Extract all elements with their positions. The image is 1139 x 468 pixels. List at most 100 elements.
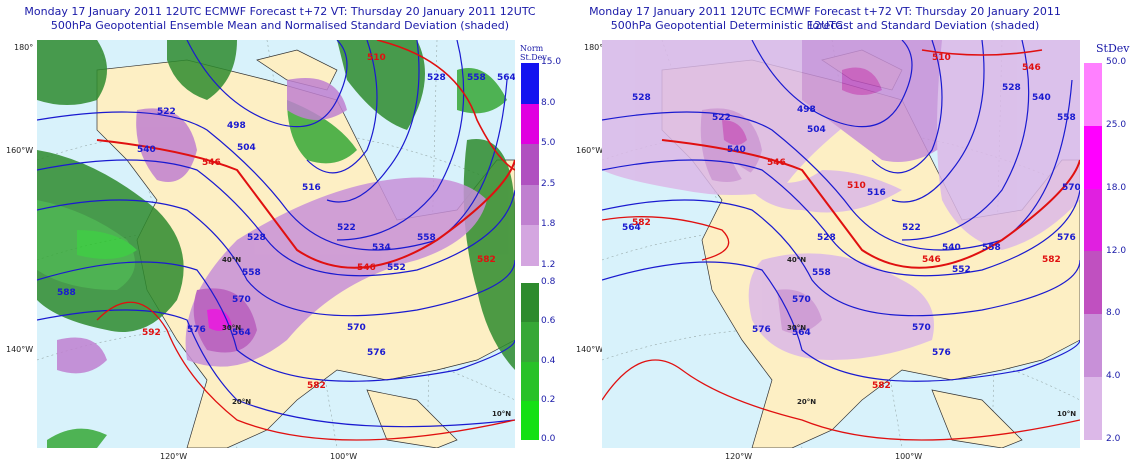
right-map-svg: 522 540 498 504 516 522 540 552 558 528 … bbox=[602, 40, 1080, 448]
lat-10n-right: 10°N bbox=[1057, 410, 1076, 418]
right-cb-tick-5: 4.0 bbox=[1106, 371, 1121, 382]
svg-text:564: 564 bbox=[622, 223, 641, 233]
purple-shading bbox=[57, 78, 488, 374]
svg-text:540: 540 bbox=[942, 243, 961, 253]
svg-text:564: 564 bbox=[497, 73, 515, 83]
left-cb-upper-band-3 bbox=[521, 184, 539, 226]
svg-text:516: 516 bbox=[867, 188, 886, 198]
left-map: 522 540 498 504 516 522 534 552 558 528 … bbox=[37, 40, 515, 448]
contour-labels-right: 522 540 498 504 516 522 540 552 558 528 … bbox=[622, 83, 1080, 358]
lon-label-160w-right: 160°W bbox=[576, 146, 604, 155]
right-cb-band-5 bbox=[1084, 377, 1102, 440]
left-cb-lower-tick-0: 0.8 bbox=[541, 277, 556, 287]
svg-text:570: 570 bbox=[792, 295, 811, 305]
contours-blue bbox=[37, 40, 515, 428]
right-cb-tick-0: 50.0 bbox=[1106, 57, 1127, 67]
contours-red-right bbox=[602, 49, 1080, 441]
right-cb-band-1 bbox=[1084, 125, 1102, 189]
left-map-svg: 522 540 498 504 516 522 534 552 558 528 … bbox=[37, 40, 515, 448]
svg-text:510: 510 bbox=[932, 53, 951, 63]
right-cb-tick-3: 12.0 bbox=[1106, 245, 1127, 256]
lat-40n-right: 40°N bbox=[787, 256, 806, 264]
lon-label-160w: 160°W bbox=[6, 146, 34, 155]
left-cb-lower-tick-3: 0.2 bbox=[541, 394, 556, 405]
svg-text:558: 558 bbox=[1057, 113, 1076, 123]
purple-shading-right bbox=[602, 40, 1080, 360]
contours-red bbox=[96, 40, 515, 441]
lat-10n: 10°N bbox=[492, 410, 511, 418]
svg-text:546: 546 bbox=[202, 158, 221, 168]
svg-text:582: 582 bbox=[477, 255, 496, 265]
left-cb-upper-tick-5: 1.2 bbox=[541, 260, 556, 270]
left-cb-upper-band-2 bbox=[521, 144, 539, 185]
lat-20n-right: 20°N bbox=[797, 398, 816, 406]
right-title-line1: Monday 17 January 2011 12UTC ECMWF Forec… bbox=[589, 5, 1061, 32]
contours-blue-right bbox=[602, 40, 1080, 382]
svg-text:540: 540 bbox=[727, 145, 746, 155]
svg-text:516: 516 bbox=[302, 183, 321, 193]
left-cb-lower-band-1 bbox=[521, 322, 539, 362]
svg-text:546: 546 bbox=[1022, 63, 1041, 73]
svg-text:576: 576 bbox=[187, 325, 206, 335]
svg-text:552: 552 bbox=[952, 265, 971, 275]
svg-text:564: 564 bbox=[792, 328, 811, 338]
svg-text:558: 558 bbox=[812, 268, 831, 278]
svg-text:576: 576 bbox=[932, 348, 951, 358]
lon-label-140w: 140°W bbox=[6, 345, 34, 354]
svg-text:504: 504 bbox=[807, 125, 826, 135]
svg-text:534: 534 bbox=[372, 243, 391, 253]
svg-text:582: 582 bbox=[307, 381, 326, 391]
svg-text:552: 552 bbox=[387, 263, 406, 273]
svg-text:570: 570 bbox=[232, 295, 251, 305]
lon-label-100w-right: 100°W bbox=[895, 452, 923, 461]
left-cb-lower-tick-4: 0.0 bbox=[541, 434, 556, 444]
lon-label-120w-right: 120°W bbox=[725, 452, 753, 461]
svg-text:582: 582 bbox=[1042, 255, 1061, 265]
contour-labels: 522 540 498 504 516 522 534 552 558 528 … bbox=[57, 73, 515, 358]
svg-text:540: 540 bbox=[137, 145, 156, 155]
svg-text:592: 592 bbox=[142, 328, 161, 338]
left-cb-upper-tick-4: 1.8 bbox=[541, 219, 556, 230]
svg-text:498: 498 bbox=[797, 105, 816, 115]
lat-label-180: 180° bbox=[14, 43, 34, 52]
right-colorbar bbox=[1084, 63, 1102, 440]
svg-text:522: 522 bbox=[902, 223, 921, 233]
left-cb-lower-band-2 bbox=[521, 361, 539, 401]
right-cb-tick-4: 8.0 bbox=[1106, 308, 1121, 319]
left-cb-upper-band-0 bbox=[521, 63, 539, 104]
left-title-line1: Monday 17 January 2011 12UTC ECMWF Forec… bbox=[24, 5, 536, 18]
svg-text:522: 522 bbox=[712, 113, 731, 123]
svg-text:528: 528 bbox=[1002, 83, 1021, 93]
lon-label-140w-right: 140°W bbox=[576, 345, 604, 354]
svg-text:510: 510 bbox=[847, 181, 866, 191]
svg-text:558: 558 bbox=[982, 243, 1001, 253]
left-cb-lower-tick-1: 0.6 bbox=[541, 316, 556, 327]
svg-text:570: 570 bbox=[1062, 183, 1080, 193]
left-cb-lower-band-0 bbox=[521, 283, 539, 323]
svg-text:558: 558 bbox=[467, 73, 486, 83]
svg-text:528: 528 bbox=[817, 233, 836, 243]
green-shading bbox=[37, 40, 515, 448]
map-lat-labels-right: 40°N 30°N 20°N 10°N bbox=[787, 256, 1076, 418]
right-cb-tick-2: 18.0 bbox=[1106, 182, 1127, 193]
svg-text:558: 558 bbox=[242, 268, 261, 278]
svg-text:498: 498 bbox=[227, 121, 246, 131]
left-panel: Monday 17 January 2011 12UTC ECMWF Forec… bbox=[0, 0, 561, 468]
svg-text:528: 528 bbox=[632, 93, 651, 103]
map-lat-labels: 40°N 30°N 20°N 10°N bbox=[222, 256, 511, 418]
left-cb-upper-tick-2: 5.0 bbox=[541, 138, 556, 149]
left-cb-lower-tick-2: 0.4 bbox=[541, 355, 556, 366]
left-cb-upper-band-4 bbox=[521, 225, 539, 266]
svg-text:564: 564 bbox=[232, 328, 251, 338]
svg-text:528: 528 bbox=[247, 233, 266, 243]
right-cb-band-2 bbox=[1084, 188, 1102, 252]
svg-text:540: 540 bbox=[1032, 93, 1051, 103]
left-cb-upper-band-1 bbox=[521, 103, 539, 145]
svg-text:582: 582 bbox=[872, 381, 891, 391]
right-title-line2: 500hPa Geopotential Deterministic Foreca… bbox=[610, 19, 1040, 32]
left-cb-lower-band-3 bbox=[521, 400, 539, 440]
lat-30n-right: 30°N bbox=[787, 324, 806, 332]
left-colorbar-lower bbox=[521, 283, 539, 440]
right-cb-tick-6: 2.0 bbox=[1106, 434, 1121, 444]
svg-text:576: 576 bbox=[367, 348, 386, 358]
